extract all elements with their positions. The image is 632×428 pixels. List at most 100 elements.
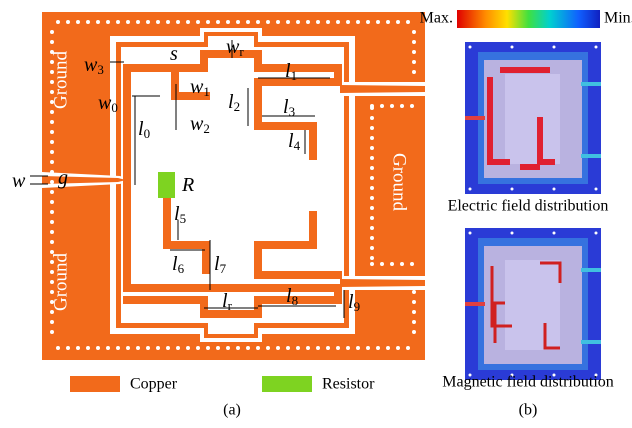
- via: [380, 262, 384, 266]
- via: [176, 346, 180, 350]
- via: [412, 290, 416, 294]
- resistor: [158, 172, 175, 198]
- via: [106, 346, 110, 350]
- via: [336, 20, 340, 24]
- via: [56, 20, 60, 24]
- via: [370, 126, 374, 130]
- via: [370, 116, 374, 120]
- via: [412, 330, 416, 334]
- via: [106, 20, 110, 24]
- via: [336, 346, 340, 350]
- via: [370, 216, 374, 220]
- via: [226, 346, 230, 350]
- via: [376, 346, 380, 350]
- colorbar-max: Max.: [420, 10, 453, 27]
- field-caption: Electric field distribution: [448, 198, 609, 215]
- via: [406, 20, 410, 24]
- via: [50, 210, 54, 214]
- via: [370, 104, 374, 108]
- dimension-symbol: w: [84, 54, 98, 76]
- via: [50, 200, 54, 204]
- via: [356, 20, 360, 24]
- via: [306, 20, 310, 24]
- via: [296, 346, 300, 350]
- via: [126, 20, 130, 24]
- via: [366, 346, 370, 350]
- via: [50, 330, 54, 334]
- via: [396, 20, 400, 24]
- via: [50, 220, 54, 224]
- via: [50, 230, 54, 234]
- via: [186, 20, 190, 24]
- via: [412, 60, 416, 64]
- via: [356, 346, 360, 350]
- via: [146, 346, 150, 350]
- via: [146, 20, 150, 24]
- via: [370, 256, 374, 260]
- dimension-symbol: g: [58, 167, 68, 189]
- field-core: [505, 74, 560, 164]
- via: [50, 130, 54, 134]
- via: [266, 346, 270, 350]
- dimension-label: w: [12, 170, 26, 192]
- via: [236, 20, 240, 24]
- dimension-label: s: [170, 43, 178, 65]
- via: [126, 346, 130, 350]
- dimension-subscript: r: [239, 44, 244, 59]
- dimension-subscript: 2: [203, 121, 210, 136]
- via: [50, 30, 54, 34]
- dimension-symbol: w: [98, 92, 112, 114]
- via: [376, 20, 380, 24]
- via: [256, 20, 260, 24]
- via: [66, 346, 70, 350]
- dimension-subscript: 0: [111, 100, 118, 115]
- via: [406, 346, 410, 350]
- dimension-label: g: [58, 167, 68, 189]
- via: [386, 346, 390, 350]
- dimension-symbol: w: [190, 76, 204, 98]
- via: [595, 232, 598, 235]
- via: [412, 320, 416, 324]
- via: [76, 20, 80, 24]
- via: [96, 20, 100, 24]
- via: [370, 156, 374, 160]
- via: [400, 262, 404, 266]
- via: [469, 188, 472, 191]
- via: [412, 40, 416, 44]
- via: [412, 50, 416, 54]
- via: [306, 346, 310, 350]
- via: [346, 20, 350, 24]
- via: [469, 46, 472, 49]
- ground-label: Ground: [50, 50, 71, 109]
- via: [370, 146, 374, 150]
- via: [50, 180, 54, 184]
- dimension-symbol: w: [226, 36, 240, 58]
- ground-label: Ground: [389, 153, 410, 212]
- via: [50, 160, 54, 164]
- dimension-label: R: [181, 174, 194, 196]
- via: [286, 20, 290, 24]
- via: [370, 236, 374, 240]
- via: [370, 262, 374, 266]
- via: [96, 346, 100, 350]
- via: [50, 110, 54, 114]
- via: [116, 20, 120, 24]
- via: [56, 346, 60, 350]
- via: [186, 346, 190, 350]
- via: [370, 136, 374, 140]
- via: [511, 232, 514, 235]
- via: [276, 346, 280, 350]
- via: [50, 40, 54, 44]
- dimension-subscript: 1: [291, 68, 298, 83]
- dimension-subscript: 4: [294, 138, 301, 153]
- via: [370, 206, 374, 210]
- via: [86, 20, 90, 24]
- via: [386, 20, 390, 24]
- via: [156, 346, 160, 350]
- panel-caption: (a): [223, 402, 241, 419]
- via: [553, 232, 556, 235]
- colorbar: [457, 10, 600, 28]
- via: [595, 188, 598, 191]
- via: [166, 346, 170, 350]
- via: [76, 346, 80, 350]
